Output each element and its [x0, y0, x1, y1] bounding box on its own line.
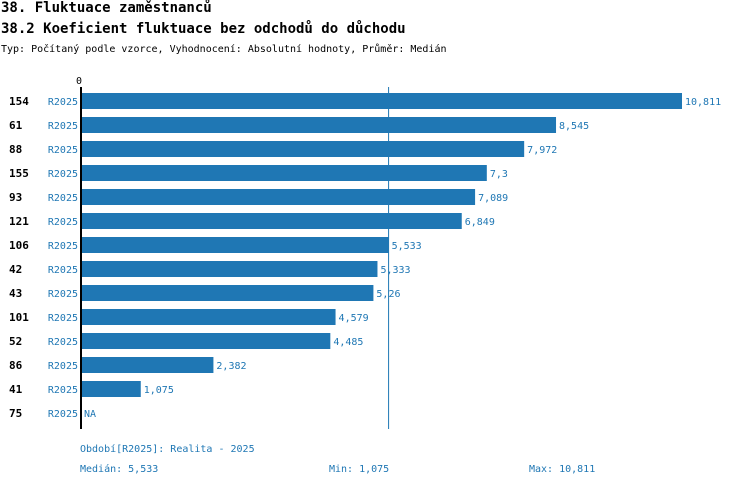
row-period-label: R2025: [48, 121, 78, 132]
bar: [81, 93, 682, 109]
row-id-label: 106: [9, 239, 29, 252]
row-id-label: 93: [9, 191, 22, 204]
min-summary: Min: 1,075: [329, 464, 390, 475]
bar-value-label: 5,333: [380, 265, 410, 276]
x-axis-zero-label: 0: [76, 76, 82, 87]
bar-value-label: 5,26: [376, 289, 400, 300]
bar: [81, 165, 487, 181]
row-period-label: R2025: [48, 313, 78, 324]
row-period-label: R2025: [48, 337, 78, 348]
row-period-label: R2025: [48, 409, 78, 420]
median-summary: Medián: 5,533: [80, 464, 159, 475]
row-id-label: 42: [9, 263, 22, 276]
row-period-label: R2025: [48, 145, 78, 156]
bar-value-label: 1,075: [144, 385, 174, 396]
row-id-label: 155: [9, 167, 29, 180]
bar-value-label: 7,089: [478, 193, 508, 204]
bar: [81, 117, 557, 133]
bar: [81, 285, 374, 301]
bar-value-label: 5,533: [392, 241, 422, 252]
bar: [81, 357, 214, 373]
bar-value-label: NA: [84, 409, 96, 420]
bar: [81, 381, 141, 397]
bar-value-label: 2,382: [216, 361, 246, 372]
row-period-label: R2025: [48, 169, 78, 180]
bar-value-label: 4,485: [333, 337, 363, 348]
row-id-label: 41: [9, 383, 23, 396]
bar-value-label: 8,545: [559, 121, 589, 132]
max-summary: Max: 10,811: [529, 464, 596, 475]
row-id-label: 154: [9, 95, 29, 108]
row-period-label: R2025: [48, 97, 78, 108]
bar: [81, 333, 331, 349]
page-title: 38. Fluktuace zaměstnanců: [1, 0, 212, 16]
period-legend: Období[R2025]: Realita - 2025: [80, 444, 255, 455]
row-period-label: R2025: [48, 241, 78, 252]
row-id-label: 121: [9, 215, 29, 228]
bar: [81, 189, 476, 205]
row-id-label: 101: [9, 311, 29, 324]
bar: [81, 213, 462, 229]
row-period-label: R2025: [48, 361, 78, 372]
row-period-label: R2025: [48, 265, 78, 276]
row-period-label: R2025: [48, 289, 78, 300]
bar-value-label: 4,579: [339, 313, 369, 324]
bar-value-label: 7,3: [490, 169, 508, 180]
row-period-label: R2025: [48, 193, 78, 204]
chart-type-line: Typ: Počítaný podle vzorce, Vyhodnocení:…: [1, 44, 447, 55]
row-id-label: 52: [9, 335, 22, 348]
row-id-label: 43: [9, 287, 22, 300]
chart-subtitle: 38.2 Koeficient fluktuace bez odchodů do…: [1, 21, 406, 37]
bar-value-label: 7,972: [527, 145, 557, 156]
bar-value-label: 10,811: [685, 97, 721, 108]
row-id-label: 61: [9, 119, 23, 132]
row-id-label: 88: [9, 143, 22, 156]
row-id-label: 86: [9, 359, 23, 372]
row-id-label: 75: [9, 407, 22, 420]
bar: [81, 141, 525, 157]
row-period-label: R2025: [48, 385, 78, 396]
bar: [81, 237, 389, 253]
bar: [81, 309, 336, 325]
bar-value-label: 6,849: [465, 217, 495, 228]
bar: [81, 261, 378, 277]
row-period-label: R2025: [48, 217, 78, 228]
